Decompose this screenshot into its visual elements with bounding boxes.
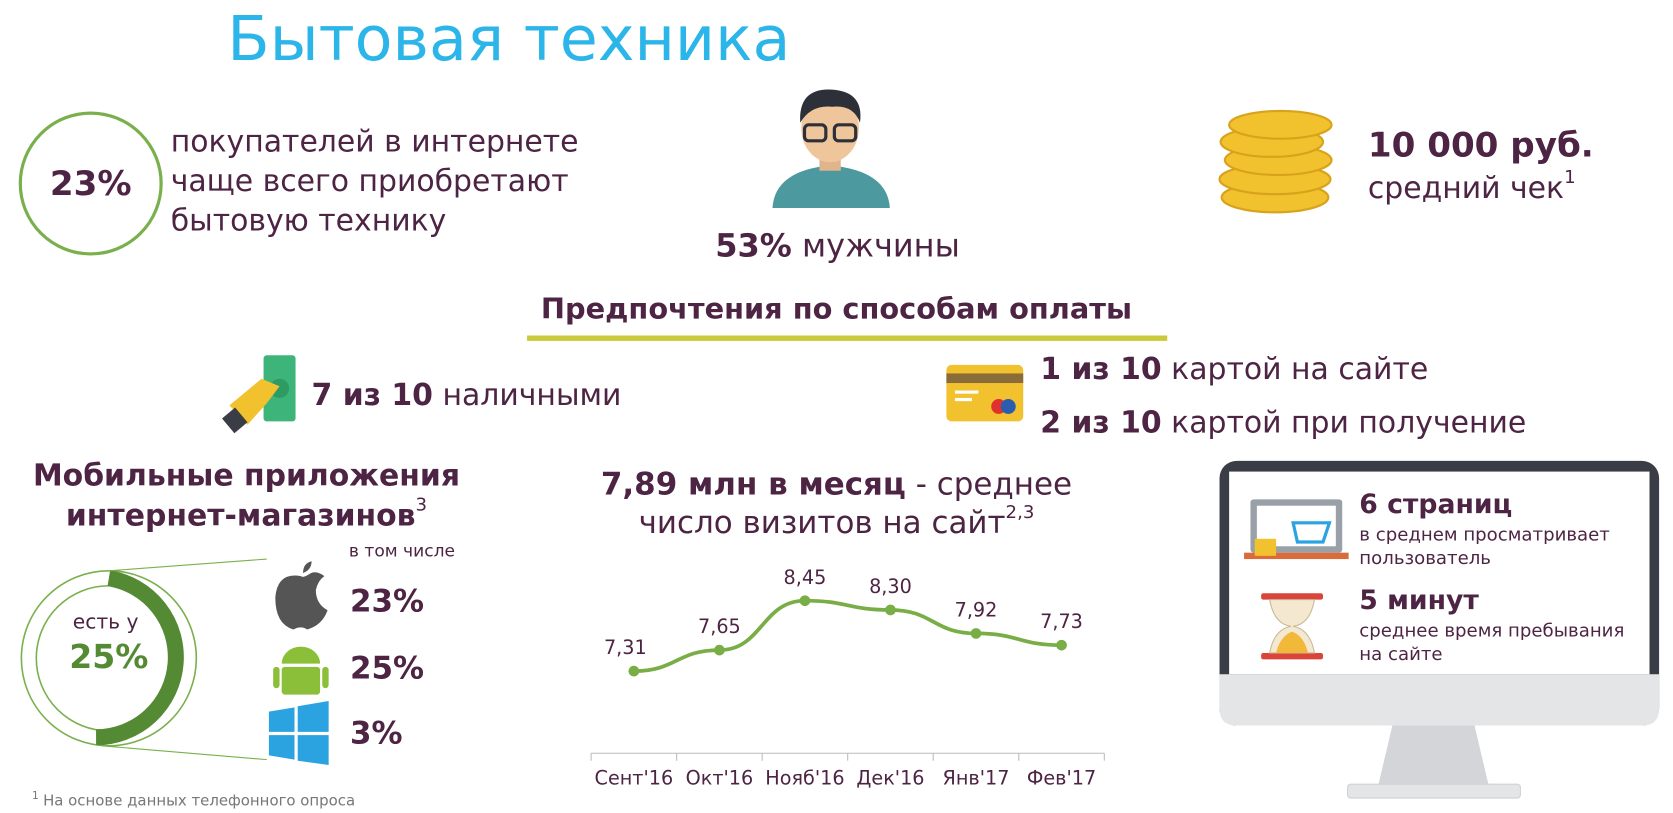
data-label: 7,92 [955,599,998,622]
stat-circle [18,111,163,256]
data-label: 8,45 [784,566,827,589]
mobile-title: Мобильные приложения [33,458,460,493]
stat-text: чаще всего приобретают [171,164,569,199]
donut-label: есть у [73,610,139,634]
visits-title: 7,89 млн в месяц - среднее [601,466,1072,502]
payment-text: картой при получение [1171,405,1526,440]
person-icon [772,89,890,209]
payment-bold: 1 из 10 [1040,352,1161,387]
monitor-bold: 6 страниц [1359,489,1512,520]
donut [20,558,267,761]
x-tick-label: Дек'16 [856,766,924,789]
x-tick-label: Нояб'16 [765,766,844,789]
mobile-title: интернет-магазинов3 [66,495,427,533]
monitor-text: в среднем просматривает [1359,525,1610,546]
platform-share: 23% [350,583,424,619]
monitor-text: на сайте [1359,644,1442,665]
coins-icon [1218,109,1333,214]
x-tick-label: Янв'17 [943,766,1010,789]
line-chart: 7,31 7,65 8,45 8,30 7,92 7,73 Сент'16 Окт'16 Ноя… [590,566,1105,789]
data-label: 7,73 [1040,610,1083,633]
footnote-text: На основе данных телефонного опроса [43,791,355,809]
payment-item: 7 из 10 наличными [312,377,622,412]
footnote-ref: 2,3 [1006,502,1035,523]
monitor-bold: 5 минут [1359,585,1479,616]
payment-bold: 2 из 10 [1040,405,1161,440]
stat-text: бытовую технику [171,203,447,238]
data-point [970,628,982,639]
stat-text: покупателей в интернете [171,124,579,159]
data-label: 7,31 [604,636,647,659]
platform-share: 25% [350,651,424,687]
monitor [1219,460,1660,799]
check-label: средний чек1 [1368,167,1576,205]
check-text: средний чек [1368,170,1564,205]
men-label: мужчины [802,227,960,265]
footnote-mark: 1 [32,789,39,802]
monitor-text: пользователь [1359,548,1491,569]
data-point [628,665,640,677]
monitor-text: среднее время пребывания [1359,621,1624,642]
mobile-subtitle: в том числе [349,542,455,562]
platform-share: 3% [350,716,403,752]
footnote: 1 На основе данных телефонного опроса [32,789,355,809]
payment-item: 2 из 10 картой при получение [1040,405,1526,440]
visits-text: число визитов на сайт [639,504,1006,540]
cash-icon [222,355,296,434]
x-tick-label: Фев'17 [1027,766,1096,789]
card-icon [946,364,1024,422]
men-value: 53% [715,227,792,265]
mobile-title-text: интернет-магазинов [66,498,416,533]
data-point [799,595,811,607]
data-point [714,644,725,656]
x-tick-label: Сент'16 [595,766,674,789]
visits-text: - среднее [916,466,1072,502]
x-tick-label: Окт'16 [686,766,754,789]
men-stat: 53% мужчины [715,227,960,265]
check-value: 10 000 руб. [1368,126,1594,166]
data-point [1056,639,1067,651]
payment-title: Предпочтения по способам оплаты [541,291,1132,325]
apple-icon [275,561,328,630]
windows-icon [268,700,329,765]
payment-item: 1 из 10 картой на сайте [1040,352,1428,387]
title: Бытовая техника [227,3,790,75]
stat-value: 23% [50,164,132,204]
footnote-ref: 3 [416,495,428,516]
payment-text: картой на сайте [1171,352,1428,387]
visits-bold: 7,89 млн в месяц [601,466,906,502]
data-label: 8,30 [869,575,912,598]
data-point [885,604,896,616]
payment-text: наличными [442,377,621,412]
footnote-ref: 1 [1564,167,1576,188]
data-label: 7,65 [698,615,741,638]
android-icon [273,646,329,695]
payment-bold: 7 из 10 [312,377,433,412]
donut-value: 25% [69,637,148,676]
visits-title: число визитов на сайт2,3 [639,502,1035,540]
